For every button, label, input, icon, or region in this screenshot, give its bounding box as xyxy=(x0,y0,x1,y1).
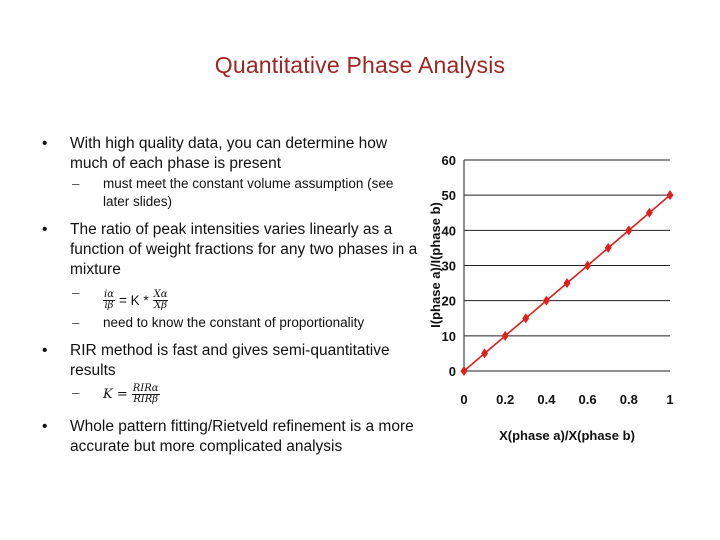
y-tick-label: 40 xyxy=(442,223,456,238)
x-tick-label: 0.8 xyxy=(620,392,638,407)
bullet-marker: • xyxy=(42,342,48,359)
x-tick-label: 1 xyxy=(666,392,673,407)
bullet-3-text: RIR method is fast and gives semi-quanti… xyxy=(70,342,390,379)
sub-bullet-1-1-text: must meet the constant volume assumption… xyxy=(103,176,394,209)
data-series xyxy=(460,190,674,376)
bullet-list: • With high quality data, you can determ… xyxy=(42,128,422,457)
fraction: Xα Xβ xyxy=(152,289,169,311)
fraction: RIRα RIRβ xyxy=(131,383,160,405)
intensity-ratio-formula: iα iβ = K * Xα Xβ xyxy=(103,289,169,311)
x-axis-label: X(phase a)/X(phase b) xyxy=(499,428,635,443)
y-tick-label: 60 xyxy=(442,153,456,168)
data-point xyxy=(604,242,612,253)
sub-bullet-2-1: – iα iβ = K * Xα Xβ xyxy=(42,284,422,311)
data-point xyxy=(625,225,633,236)
data-point xyxy=(645,207,653,218)
fraction: iα iβ xyxy=(103,289,115,311)
x-tick-label: 0 xyxy=(460,392,467,407)
dash-marker: – xyxy=(72,385,80,400)
bullet-marker: • xyxy=(42,418,48,435)
x-tick-label: 0.4 xyxy=(537,392,556,407)
bullet-2: • The ratio of peak intensities varies l… xyxy=(42,220,422,280)
sub-bullet-2-2: – need to know the constant of proportio… xyxy=(42,314,422,332)
sub-bullet-2-2-text: need to know the constant of proportiona… xyxy=(103,315,365,330)
data-point xyxy=(542,295,550,306)
y-tick-label: 10 xyxy=(442,329,456,344)
data-point xyxy=(481,348,489,359)
dash-marker: – xyxy=(72,315,80,330)
formula-operator: = K * xyxy=(118,292,149,308)
dash-marker: – xyxy=(72,176,80,191)
data-point xyxy=(522,313,530,324)
x-tick-label: 0.2 xyxy=(496,392,514,407)
y-axis-label: I(phase a)/I(phase b) xyxy=(428,202,443,328)
data-point xyxy=(584,260,592,271)
sub-bullet-1-1: – must meet the constant volume assumpti… xyxy=(42,175,422,211)
bullet-1-text: With high quality data, you can determin… xyxy=(70,135,388,172)
x-tick-label: 0.6 xyxy=(579,392,597,407)
y-tick-label: 0 xyxy=(449,364,456,379)
data-point xyxy=(460,366,468,376)
sub-bullet-3-1: – K = RIRα RIRβ xyxy=(42,384,422,405)
slide-title: Quantitative Phase Analysis xyxy=(214,52,506,78)
y-tick-label: 50 xyxy=(442,188,456,203)
dash-marker: – xyxy=(72,285,80,300)
chart-gridlines xyxy=(464,159,670,337)
y-tick-label: 30 xyxy=(442,259,456,274)
data-point xyxy=(666,190,674,201)
bullet-marker: • xyxy=(42,221,48,238)
data-point xyxy=(563,278,571,289)
rir-formula: K = RIRα RIRβ xyxy=(103,383,160,405)
x-tick-labels: 0 0.2 0.4 0.6 0.8 1 xyxy=(460,392,673,407)
bullet-2-text: The ratio of peak intensities varies lin… xyxy=(70,221,418,278)
bullet-marker: • xyxy=(42,135,48,152)
bullet-4-text: Whole pattern fitting/Rietveld refinemen… xyxy=(70,418,414,455)
y-tick-label: 20 xyxy=(442,294,456,309)
chart-frame xyxy=(463,160,670,372)
y-tick-labels: 0 10 20 30 40 50 60 xyxy=(442,153,456,379)
bullet-1: • With high quality data, you can determ… xyxy=(42,134,422,174)
bullet-4: • Whole pattern fitting/Rietveld refinem… xyxy=(42,417,422,457)
intensity-ratio-chart: 0 10 20 30 40 50 60 0 0.2 0.4 0.6 0.8 1 I(phase a)/… xyxy=(428,153,674,443)
data-point xyxy=(501,330,509,341)
bullet-3: • RIR method is fast and gives semi-quan… xyxy=(42,341,422,381)
